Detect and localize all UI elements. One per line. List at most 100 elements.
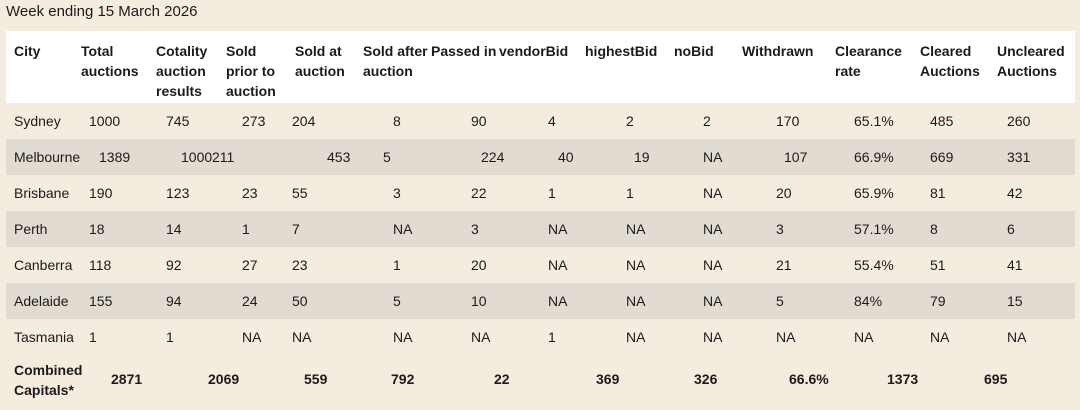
city-name: Sydney	[14, 113, 61, 129]
table-cell: 51	[930, 257, 946, 273]
table-cell: NA	[471, 329, 491, 345]
header-clearance-rate: Clearance rate	[835, 43, 902, 79]
table-cell: 57.1%	[854, 221, 894, 237]
table-cell: NA	[776, 329, 796, 345]
header-cleared-auctions: Cleared Auctions	[920, 43, 980, 79]
table-cell: 170	[776, 113, 800, 129]
header-sold-prior: Sold prior to auction	[226, 43, 276, 99]
header-sold-after-auction: Sold after auction	[363, 43, 428, 79]
table-cell: 1	[166, 329, 174, 345]
table-cell: NA	[703, 329, 723, 345]
table-cell: 3	[776, 221, 784, 237]
table-cell: 4	[548, 113, 556, 129]
table-cell: NA	[703, 149, 723, 165]
table-cell: 41	[1007, 257, 1023, 273]
table-cell: 107	[784, 149, 808, 165]
total-cell: 66.6%	[789, 371, 829, 387]
table-cell: 65.9%	[854, 185, 894, 201]
table-cell: 20	[776, 185, 792, 201]
table-cell: 81	[930, 185, 946, 201]
header-total-auctions: Total auctions	[81, 43, 139, 79]
table-cell: 27	[242, 257, 258, 273]
table-cell: 485	[930, 113, 954, 129]
table-cell: 1000	[181, 149, 213, 165]
table-cell: 190	[89, 185, 113, 201]
city-name: Brisbane	[14, 185, 70, 201]
header-sold-at-auction: Sold at auction	[295, 43, 345, 79]
table-cell: NA	[548, 221, 568, 237]
table-cell: 745	[166, 113, 190, 129]
table-cell: 55	[292, 185, 308, 201]
table-cell: 5	[383, 149, 391, 165]
table-cell: 66.9%	[854, 149, 894, 165]
table-cell: 1389	[99, 149, 131, 165]
table-cell: 14	[166, 221, 182, 237]
table-row: Adelaide 155 94 24 50 5 10 NA NA NA 5 84% 79 15	[6, 283, 1075, 319]
table-cell: 224	[481, 149, 505, 165]
table-cell: 1	[626, 185, 634, 201]
table-cell: NA	[1007, 329, 1027, 345]
table-cell: 55.4%	[854, 257, 894, 273]
table-cell: 1	[548, 185, 556, 201]
table-cell: NA	[626, 221, 646, 237]
table-body: Sydney 1000 745 273 204 8 90 4 2 2 170 65.1% 485 260 M…	[6, 103, 1075, 355]
total-cell: 695	[984, 371, 1008, 387]
table-cell: 65.1%	[854, 113, 894, 129]
table-cell: 79	[930, 293, 946, 309]
table-cell: 2	[626, 113, 634, 129]
total-cell: 792	[391, 371, 415, 387]
table-cell: NA	[703, 257, 723, 273]
table-cell: NA	[703, 221, 723, 237]
table-cell: 90	[471, 113, 487, 129]
table-cell: NA	[548, 257, 568, 273]
table-cell: 1000	[89, 113, 121, 129]
table-cell: 155	[89, 293, 113, 309]
table-row: Canberra 118 92 27 23 1 20 NA NA NA 21 55.4% 51 41	[6, 247, 1075, 283]
table-cell: 8	[393, 113, 401, 129]
table-cell: NA	[626, 329, 646, 345]
table-cell: NA	[703, 293, 723, 309]
table-cell: 669	[930, 149, 954, 165]
table-cell: 1	[89, 329, 97, 345]
header-highest-bid: highestBid	[585, 43, 658, 59]
table-cell: 18	[89, 221, 105, 237]
city-name: Tasmania	[14, 329, 74, 345]
table-cell: NA	[393, 221, 413, 237]
table-cell: 5	[393, 293, 401, 309]
header-uncleared-auctions: Uncleared Auctions	[997, 43, 1065, 79]
table-cell: 1	[242, 221, 250, 237]
table-cell: 6	[1007, 221, 1015, 237]
table-cell: NA	[393, 329, 413, 345]
city-name: Canberra	[14, 257, 73, 273]
table-cell: 118	[89, 257, 112, 273]
table-cell: NA	[626, 257, 646, 273]
table-cell: 15	[1007, 293, 1023, 309]
table-cell: 260	[1007, 113, 1031, 129]
header-city: City	[14, 43, 41, 59]
table-cell: 92	[166, 257, 182, 273]
table-cell: 5	[776, 293, 784, 309]
header-vendor-bid: vendorBid	[499, 43, 569, 59]
table-cell: 8	[930, 221, 938, 237]
total-cell: 559	[304, 371, 328, 387]
table-cell: 23	[292, 257, 308, 273]
city-name: Perth	[14, 221, 48, 237]
table-cell: NA	[292, 329, 312, 345]
table-cell: 3	[471, 221, 479, 237]
table-row: Sydney 1000 745 273 204 8 90 4 2 2 170 65.1% 485 260	[6, 103, 1075, 139]
table-cell: 50	[292, 293, 308, 309]
table-row: Melbourne 1389 1000 211 453 5 224 40 19 NA 107 66.9…	[6, 139, 1075, 175]
table-cell: NA	[548, 293, 568, 309]
table-row: Perth 18 14 1 7 NA 3 NA NA NA 3 57.1% 8 6	[6, 211, 1075, 247]
header-no-bid: noBid	[674, 43, 714, 59]
table-cell: 211	[212, 149, 235, 165]
table-cell: 94	[166, 293, 182, 309]
table-cell: 21	[776, 257, 792, 273]
header-passed-in: Passed in	[431, 43, 497, 59]
total-cell: 326	[694, 371, 718, 387]
table-cell: 453	[327, 149, 351, 165]
auction-results-table: City Total auctions Cotality auction resul…	[6, 31, 1075, 398]
table-cell: 40	[558, 149, 574, 165]
table-cell: 23	[242, 185, 258, 201]
table-cell: 42	[1007, 185, 1023, 201]
